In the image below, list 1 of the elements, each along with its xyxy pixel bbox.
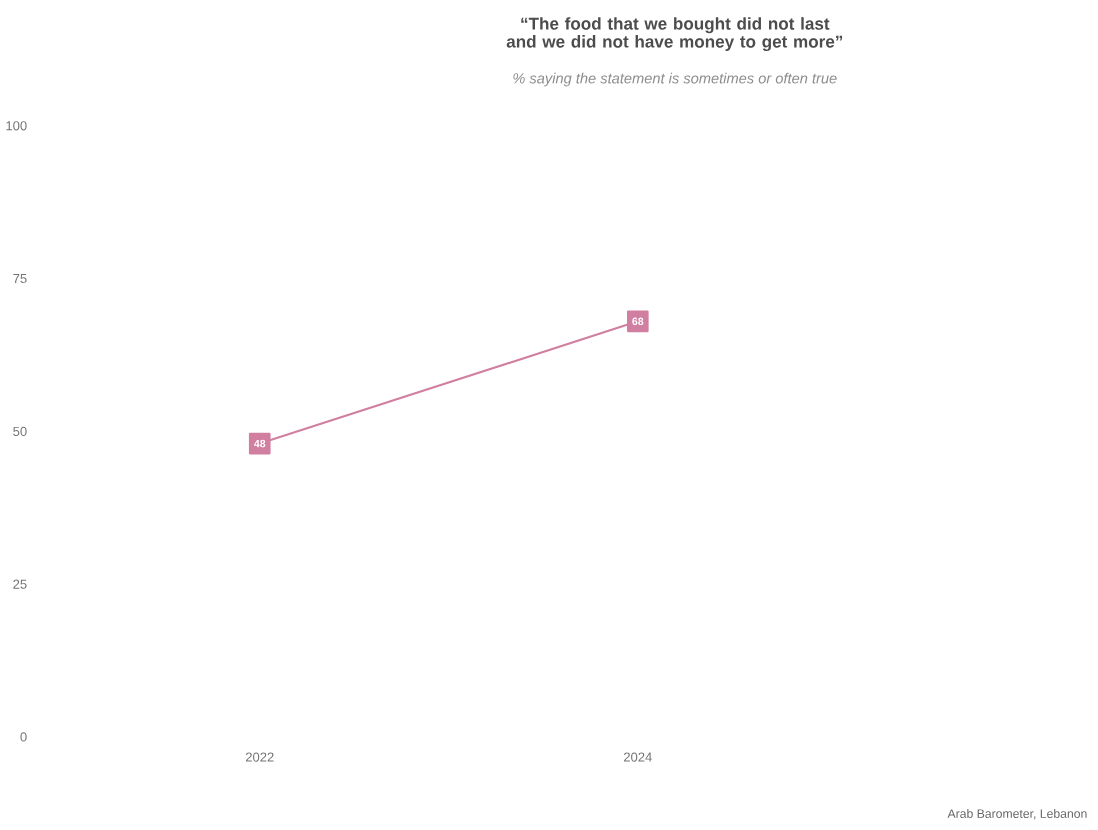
chart-title: “The food that we bought did not last and we did not have money to get more”: [506, 17, 843, 52]
